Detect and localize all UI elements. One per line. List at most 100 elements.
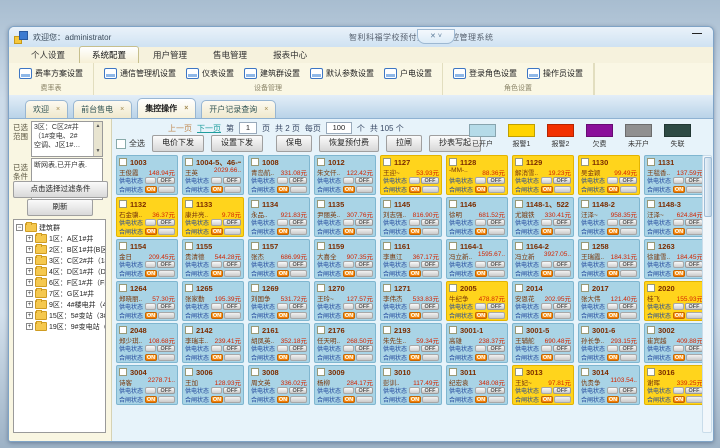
supply-off-button[interactable]: OFF	[222, 219, 241, 226]
card-checkbox[interactable]	[383, 242, 391, 250]
ribbon-button[interactable]: 登录角色设置	[453, 68, 517, 79]
supply-on-button[interactable]	[541, 219, 552, 226]
supply-off-button[interactable]: OFF	[420, 387, 439, 394]
gate-off-button[interactable]	[620, 186, 637, 193]
supply-off-button[interactable]: OFF	[354, 345, 373, 352]
gate-off-button[interactable]	[554, 186, 571, 193]
supply-on-button[interactable]	[673, 177, 684, 184]
gate-on-button[interactable]: ON	[211, 396, 223, 403]
tab-2[interactable]: 前台售电 ×	[73, 100, 133, 118]
gate-on-button[interactable]: ON	[475, 354, 487, 361]
gate-on-button[interactable]: ON	[145, 354, 157, 361]
supply-on-button[interactable]	[145, 219, 156, 226]
supply-off-button[interactable]: OFF	[420, 177, 439, 184]
supply-off-button[interactable]: OFF	[684, 261, 703, 268]
tree-item[interactable]: +19区：9#变电站（2#…	[16, 321, 105, 332]
tree-item[interactable]: +4区：D区1#井（D区1…	[16, 266, 105, 277]
gate-on-button[interactable]: ON	[673, 186, 685, 193]
gate-off-button[interactable]	[554, 270, 571, 277]
meter-card[interactable]: 1263 徐建雪.. 184.45元 供电状态 OFF 合闸状态 ON	[644, 239, 706, 279]
gate-on-button[interactable]: ON	[145, 312, 157, 319]
supply-on-button[interactable]	[409, 177, 420, 184]
gate-off-button[interactable]	[620, 396, 637, 403]
card-checkbox[interactable]	[383, 158, 391, 166]
supply-on-button[interactable]	[673, 303, 684, 310]
meter-card[interactable]: 2161 胡凤英.. 352.18元 供电状态 OFF 合闸状态 ON	[248, 323, 310, 363]
gate-on-button[interactable]: ON	[343, 186, 355, 193]
supply-on-button[interactable]	[343, 387, 354, 394]
supply-off-button[interactable]: OFF	[420, 219, 439, 226]
gate-on-button[interactable]: ON	[541, 312, 553, 319]
supply-off-button[interactable]: OFF	[618, 303, 637, 310]
supply-off-button[interactable]: OFF	[618, 261, 637, 268]
gate-off-button[interactable]	[554, 396, 571, 403]
ribbon-button[interactable]: 操作员设置	[527, 68, 583, 79]
gate-on-button[interactable]: ON	[211, 312, 223, 319]
meter-card[interactable]: 1008 青岛航.. 331.08元 供电状态 OFF 合闸状态 ON	[248, 155, 310, 195]
ribbon-button[interactable]: 费率方案设置	[19, 68, 83, 79]
gate-off-button[interactable]	[356, 186, 373, 193]
gate-on-button[interactable]: ON	[145, 228, 157, 235]
meter-card[interactable]: 1161 李惠江 367.17元 供电状态 OFF 合闸状态 ON	[380, 239, 442, 279]
gate-off-button[interactable]	[422, 312, 439, 319]
gate-on-button[interactable]: ON	[409, 354, 421, 361]
gate-on-button[interactable]: ON	[211, 354, 223, 361]
tree-item[interactable]: +1区：A区1#井	[16, 233, 105, 244]
menu-item-3[interactable]: 用户管理	[153, 50, 188, 60]
gate-off-button[interactable]	[224, 312, 241, 319]
meter-card[interactable]: 1155 贵清德 544.28元 供电状态 OFF 合闸状态 ON	[182, 239, 244, 279]
supply-off-button[interactable]: OFF	[552, 219, 571, 226]
gate-off-button[interactable]	[686, 312, 703, 319]
supply-on-button[interactable]	[607, 303, 618, 310]
meter-card[interactable]: 2048 郑少琪.. 108.68元 供电状态 OFF 合闸状态 ON	[116, 323, 178, 363]
meter-card[interactable]: 1269 刘国争 531.72元 供电状态 OFF 合闸状态 ON	[248, 281, 310, 321]
meter-card[interactable]: 1148-2 汪泽~ 958.35元 供电状态 OFF 合闸状态 ON	[578, 197, 640, 237]
supply-off-button[interactable]: OFF	[684, 345, 703, 352]
card-checkbox[interactable]	[383, 200, 391, 208]
supply-off-button[interactable]: OFF	[156, 261, 175, 268]
scroll-down-icon[interactable]: ▼	[95, 148, 101, 154]
meter-card[interactable]: 1129 解消雪.. 19.23元 供电状态 OFF 合闸状态 ON	[512, 155, 574, 195]
meter-card[interactable]: 3001-5 王辅舵 690.48元 供电状态 OFF 合闸状态 ON	[512, 323, 574, 363]
supply-off-button[interactable]: OFF	[420, 303, 439, 310]
supply-on-button[interactable]	[211, 303, 222, 310]
gate-on-button[interactable]: ON	[475, 186, 487, 193]
meter-card[interactable]: 1127 王迎~ 53.93元 供电状态 OFF 合闸状态 ON	[380, 155, 442, 195]
card-checkbox[interactable]	[449, 368, 457, 376]
card-checkbox[interactable]	[647, 200, 655, 208]
gate-off-button[interactable]	[356, 228, 373, 235]
gate-off-button[interactable]	[422, 186, 439, 193]
expand-icon[interactable]: +	[26, 323, 33, 330]
gate-off-button[interactable]	[422, 396, 439, 403]
card-checkbox[interactable]	[317, 158, 325, 166]
vertical-scrollbar[interactable]	[702, 155, 712, 433]
gate-on-button[interactable]: ON	[475, 312, 487, 319]
card-checkbox[interactable]	[383, 326, 391, 334]
minimize-button[interactable]: —	[692, 28, 702, 39]
gate-on-button[interactable]: ON	[673, 270, 685, 277]
supply-on-button[interactable]	[673, 345, 684, 352]
supply-off-button[interactable]: OFF	[486, 303, 505, 310]
supply-off-button[interactable]: OFF	[288, 387, 307, 394]
supply-on-button[interactable]	[541, 303, 552, 310]
card-checkbox[interactable]	[581, 368, 589, 376]
card-checkbox[interactable]	[383, 284, 391, 292]
supply-on-button[interactable]	[211, 261, 222, 268]
gate-on-button[interactable]: ON	[409, 228, 421, 235]
supply-on-button[interactable]	[607, 387, 618, 394]
card-checkbox[interactable]	[515, 284, 523, 292]
supply-on-button[interactable]	[277, 177, 288, 184]
gate-off-button[interactable]	[488, 270, 505, 277]
meter-card[interactable]: 2193 朱先生.. 59.34元 供电状态 OFF 合闸状态 ON	[380, 323, 442, 363]
gate-off-button[interactable]	[158, 228, 175, 235]
toolbar-button-5[interactable]: 拉闸	[386, 135, 422, 152]
supply-off-button[interactable]: OFF	[354, 177, 373, 184]
supply-off-button[interactable]: OFF	[420, 261, 439, 268]
meter-card[interactable]: 1132 石金骥.. 36.37元 供电状态 OFF 合闸状态 ON	[116, 197, 178, 237]
supply-on-button[interactable]	[409, 261, 420, 268]
tree-item[interactable]: +9区：4#楼电井（4#楼…	[16, 299, 105, 310]
supply-on-button[interactable]	[343, 345, 354, 352]
meter-card[interactable]: 3001-1 高雄 238.37元 供电状态 OFF 合闸状态 ON	[446, 323, 508, 363]
gate-off-button[interactable]	[158, 270, 175, 277]
card-checkbox[interactable]	[449, 242, 457, 250]
